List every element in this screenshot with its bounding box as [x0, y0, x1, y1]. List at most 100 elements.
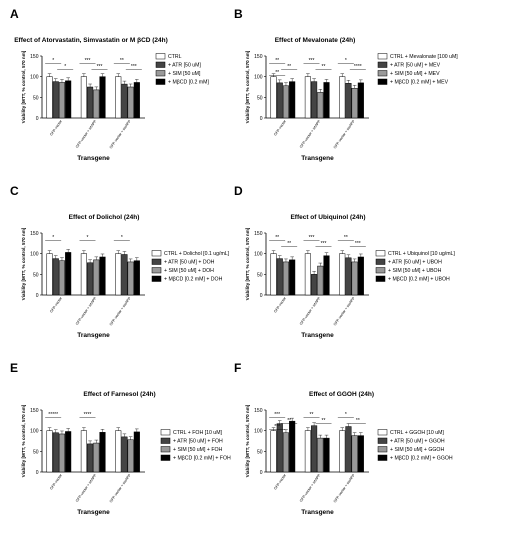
bar: [65, 431, 72, 473]
significance-label: **: [120, 58, 124, 64]
bar: [133, 260, 140, 296]
bar: [357, 256, 364, 296]
legend-swatch: [377, 454, 388, 461]
bar: [127, 86, 134, 119]
legend-label: CTRL + Ubiquinol [10 ug/mL]: [388, 251, 455, 257]
x-axis-label: Transgene: [77, 332, 110, 339]
y-tick-label: 50: [257, 449, 263, 455]
bar: [317, 437, 324, 473]
significance-label: *: [345, 412, 347, 418]
x-tick-label: GFP-vector + wtAPP: [299, 473, 322, 503]
bar: [311, 81, 318, 119]
x-axis-label: Transgene: [301, 509, 334, 516]
bar: [282, 432, 290, 473]
chart-panel-a: A Effect of Atorvastatin, Simvastatin or …: [10, 7, 209, 162]
y-tick-label: 150: [30, 408, 39, 414]
bar: [58, 260, 66, 296]
bar: [87, 262, 94, 296]
y-tick-label: 150: [30, 231, 39, 237]
significance-label: ****: [84, 412, 92, 418]
bar: [282, 85, 290, 119]
chart-panel-f: F Effect of GGOH (24h) 0 50 100 150 Viability …: [234, 361, 453, 516]
bar: [276, 423, 283, 473]
chart-panel-c: C Effect of Dolichol (24h) 0 50 100 150 Viabil…: [10, 184, 230, 339]
significance-label: ***: [274, 424, 280, 430]
legend-swatch: [377, 53, 388, 60]
chart-panel-e: E Effect of Farnesol (24h) 0 50 100 150 Viabil…: [10, 361, 231, 516]
bar: [121, 254, 128, 296]
legend-swatch: [377, 61, 388, 68]
bar: [289, 420, 296, 473]
bar: [270, 76, 277, 119]
x-tick-label: GFP-vector: [273, 473, 287, 491]
y-axis-label: Viability [MTT, % control, 570 nm]: [245, 227, 250, 300]
bar: [276, 258, 283, 296]
bar: [93, 442, 100, 473]
significance-label: *: [345, 58, 347, 64]
legend-swatch: [151, 250, 162, 257]
bar: [351, 435, 358, 473]
bar: [289, 259, 296, 296]
x-tick-label: GFP-vector + swAPP: [109, 473, 132, 504]
bar: [52, 432, 59, 473]
y-tick-label: 150: [254, 54, 263, 60]
bar: [58, 433, 66, 473]
significance-label: ***: [355, 241, 361, 247]
bar: [46, 253, 53, 296]
bar: [345, 257, 352, 296]
significance-label: ****: [354, 64, 362, 70]
panel-letter: D: [234, 184, 243, 198]
y-tick-label: 100: [254, 429, 263, 435]
legend-swatch: [160, 437, 171, 444]
significance-label: **: [287, 64, 291, 70]
bar: [339, 76, 346, 119]
bar: [121, 436, 128, 473]
bar: [133, 82, 140, 119]
bar: [311, 274, 318, 296]
legend-label: + ATR [50 uM] + MEV: [390, 63, 441, 69]
bar: [311, 425, 318, 473]
bar: [65, 252, 72, 296]
x-axis-label: Transgene: [301, 332, 334, 339]
legend-label: + SIM [50 uM] + GGOH: [390, 447, 444, 453]
x-axis-label: Transgene: [301, 155, 334, 162]
significance-label: ***: [97, 64, 103, 70]
significance-label: **: [275, 235, 279, 241]
bar: [93, 259, 100, 296]
panel-letter: A: [10, 7, 19, 21]
y-axis-label: Viability [MTT, % control, 570 nm]: [245, 50, 250, 123]
panel-letter: B: [234, 7, 243, 21]
x-tick-label: GFP-vector + wtAPP: [299, 119, 322, 149]
legend-label: + SIM [50 uM] + MEV: [390, 71, 440, 77]
bar: [115, 253, 122, 296]
bar: [127, 261, 134, 296]
legend-swatch: [377, 429, 388, 436]
bar: [357, 82, 364, 119]
legend-label: CTRL: [168, 54, 182, 60]
bar: [52, 81, 59, 119]
y-axis-label: Viability [MTT, % control, 570 nm]: [21, 404, 26, 477]
bar: [46, 76, 53, 119]
y-tick-label: 50: [33, 272, 39, 278]
chart-panel-d: D Effect of Ubiquinol (24h) 0 50 100 150 Viabi…: [234, 184, 455, 339]
x-axis-label: Transgene: [77, 509, 110, 516]
bar: [323, 437, 330, 473]
bar: [65, 80, 72, 119]
legend-label: + SIM [50 uM]: [168, 71, 201, 77]
significance-label: *: [52, 235, 54, 241]
chart-title: Effect of Atorvastatin, Simvastatin or M…: [14, 37, 168, 44]
x-tick-label: GFP-vector: [49, 296, 63, 314]
legend-swatch: [375, 275, 386, 282]
y-tick-label: 50: [33, 95, 39, 101]
bar: [99, 256, 106, 296]
significance-label: **: [275, 70, 279, 76]
x-tick-label: GFP-vector + swAPP: [333, 473, 356, 504]
y-tick-label: 50: [257, 272, 263, 278]
bar: [339, 430, 346, 473]
bar: [282, 261, 290, 296]
legend-swatch: [160, 446, 171, 453]
bar: [339, 253, 346, 296]
legend-swatch: [377, 437, 388, 444]
chart-title: Effect of GGOH (24h): [309, 391, 374, 398]
x-tick-label: GFP-vector: [49, 119, 63, 137]
